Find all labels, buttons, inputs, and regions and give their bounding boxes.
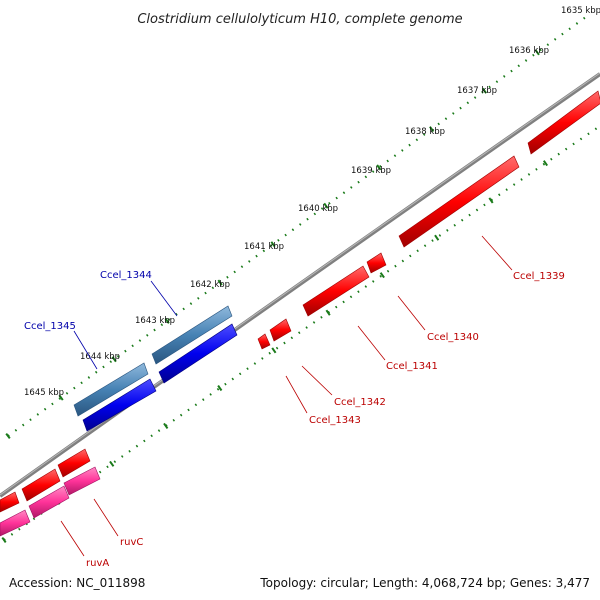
gene-ruva[interactable] bbox=[21, 468, 61, 502]
genome-backbone bbox=[0, 72, 600, 498]
gene-ccel-1340[interactable] bbox=[366, 252, 387, 274]
major-tick bbox=[5, 433, 11, 439]
major-tick bbox=[488, 197, 494, 204]
gene-label[interactable]: Ccel_1345 bbox=[24, 321, 76, 332]
gene-ccel-1339a[interactable] bbox=[527, 90, 600, 155]
forward-genes bbox=[73, 305, 238, 432]
gene-label[interactable]: ruvA bbox=[86, 558, 109, 569]
cds-ccel-1344[interactable] bbox=[158, 323, 238, 384]
gene-label[interactable]: Ccel_1341 bbox=[386, 361, 438, 372]
major-tick bbox=[1, 537, 7, 543]
major-tick bbox=[323, 202, 329, 209]
accession-text: Accession: NC_011898 bbox=[9, 576, 145, 590]
tick-label: 1638 kbp bbox=[405, 127, 445, 137]
major-tick bbox=[217, 279, 223, 286]
major-tick bbox=[434, 234, 440, 241]
major-tick bbox=[217, 385, 223, 392]
gene-ccel-1343[interactable] bbox=[257, 333, 271, 350]
cds-ccel-1345[interactable] bbox=[82, 378, 157, 432]
tick-label: 1643 kbp bbox=[135, 316, 175, 326]
tick-label: 1635 kbp bbox=[561, 6, 600, 16]
kbp-labels: 1635 kbp 1636 kbp 1637 kbp 1638 kbp 1639… bbox=[24, 6, 600, 398]
major-tick bbox=[542, 160, 549, 167]
tick-label: 1644 kbp bbox=[80, 352, 120, 362]
gene-ruvc[interactable] bbox=[57, 448, 91, 478]
major-tick bbox=[163, 422, 169, 429]
major-tick bbox=[164, 317, 170, 324]
gene-label[interactable]: Ccel_1343 bbox=[309, 415, 361, 426]
major-tick bbox=[58, 394, 64, 401]
major-tick bbox=[376, 164, 382, 171]
major-tick bbox=[325, 309, 331, 316]
map-title: Clostridium cellulolyticum H10, complete… bbox=[137, 12, 462, 27]
gene-label[interactable]: Ccel_1339 bbox=[513, 271, 565, 282]
reverse-genes bbox=[0, 90, 600, 537]
tick-label: 1636 kbp bbox=[509, 46, 549, 56]
gene-label[interactable]: Ccel_1340 bbox=[427, 332, 479, 343]
gene-label[interactable]: ruvC bbox=[120, 537, 143, 548]
major-tick bbox=[271, 347, 277, 354]
tick-label: 1639 kbp bbox=[351, 166, 391, 176]
tick-label: 1637 kbp bbox=[457, 86, 497, 96]
major-tick bbox=[270, 241, 276, 248]
major-tick bbox=[481, 87, 488, 94]
genome-summary-text: Topology: circular; Length: 4,068,724 bp… bbox=[259, 576, 590, 590]
gene-ccel-1341[interactable] bbox=[302, 265, 370, 317]
gene-ccel-1339[interactable] bbox=[398, 155, 520, 248]
major-tick bbox=[379, 272, 385, 279]
cds-ruvc[interactable] bbox=[63, 466, 101, 496]
tick-label: 1642 kbp bbox=[190, 280, 230, 290]
cds-ruva[interactable] bbox=[28, 485, 70, 519]
tick-label: 1645 kbp bbox=[24, 388, 64, 398]
outer-tick-ring bbox=[7, 13, 591, 437]
tick-label: 1641 kbp bbox=[244, 242, 284, 252]
major-tick bbox=[109, 460, 115, 467]
cds-edge[interactable] bbox=[0, 509, 31, 537]
gene-label[interactable]: Ccel_1342 bbox=[334, 397, 386, 408]
label-leaders bbox=[60, 235, 513, 557]
gene-label[interactable]: Ccel_1344 bbox=[100, 270, 152, 281]
gene-ccel-1342[interactable] bbox=[269, 318, 292, 342]
gene-labels: Ccel_1344 Ccel_1345 Ccel_1339 Ccel_1340 … bbox=[24, 270, 565, 569]
major-tick bbox=[534, 49, 540, 56]
major-ticks bbox=[1, 49, 549, 543]
major-tick bbox=[429, 126, 435, 133]
gene-edge[interactable] bbox=[0, 491, 20, 513]
tick-label: 1640 kbp bbox=[298, 204, 338, 214]
gene-ccel-1344[interactable] bbox=[151, 305, 233, 365]
major-tick bbox=[111, 356, 117, 363]
gene-ccel-1345[interactable] bbox=[73, 362, 149, 417]
